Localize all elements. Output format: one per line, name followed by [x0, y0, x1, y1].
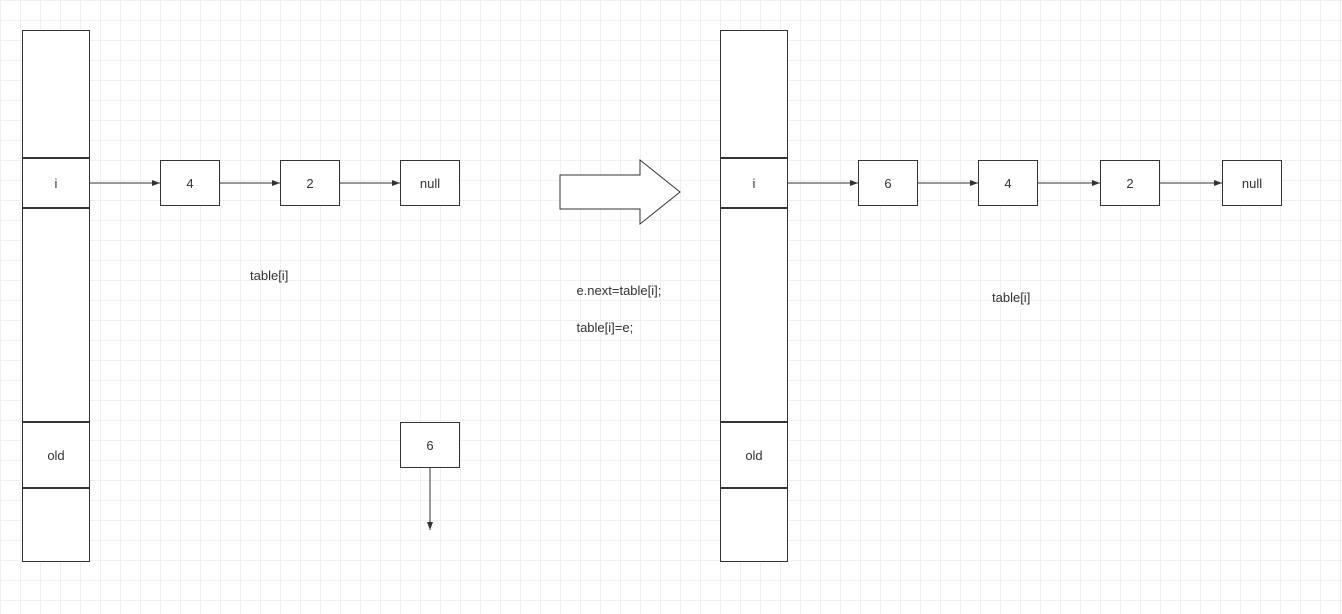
left-col-cell-i: i: [22, 158, 90, 208]
diagram-canvas: i old 4 2 null table[i] 6 e.next=table[i…: [0, 0, 1342, 614]
left-node-null-label: null: [420, 176, 440, 191]
right-caption: table[i]: [992, 290, 1030, 305]
left-floating-6: 6: [400, 422, 460, 468]
left-node-2-label: 2: [306, 176, 313, 191]
right-node-2: 2: [1100, 160, 1160, 206]
left-caption: table[i]: [250, 268, 288, 283]
transition-text-line2: table[i]=e;: [576, 320, 633, 335]
right-col-cell-old: old: [720, 422, 788, 488]
transition-text-line1: e.next=table[i];: [576, 283, 661, 298]
left-col-cell-i-label: i: [55, 176, 58, 191]
left-node-4: 4: [160, 160, 220, 206]
right-col-cell-2: [720, 208, 788, 422]
left-floating-6-label: 6: [426, 438, 433, 453]
left-col-cell-4: [22, 488, 90, 562]
left-col-cell-0: [22, 30, 90, 158]
left-col-cell-old: old: [22, 422, 90, 488]
left-node-2: 2: [280, 160, 340, 206]
right-node-6: 6: [858, 160, 918, 206]
right-node-4-label: 4: [1004, 176, 1011, 191]
right-col-cell-0: [720, 30, 788, 158]
right-col-cell-4: [720, 488, 788, 562]
transition-arrow: [0, 0, 1342, 614]
right-node-2-label: 2: [1126, 176, 1133, 191]
right-col-cell-i-label: i: [753, 176, 756, 191]
right-node-null-label: null: [1242, 176, 1262, 191]
right-node-6-label: 6: [884, 176, 891, 191]
transition-text: e.next=table[i]; table[i]=e;: [562, 264, 661, 355]
right-node-4: 4: [978, 160, 1038, 206]
left-node-4-label: 4: [186, 176, 193, 191]
right-node-null: null: [1222, 160, 1282, 206]
left-col-cell-old-label: old: [47, 448, 64, 463]
right-col-cell-i: i: [720, 158, 788, 208]
left-node-null: null: [400, 160, 460, 206]
connector-arrows: [0, 0, 1342, 614]
left-col-cell-2: [22, 208, 90, 422]
right-col-cell-old-label: old: [745, 448, 762, 463]
